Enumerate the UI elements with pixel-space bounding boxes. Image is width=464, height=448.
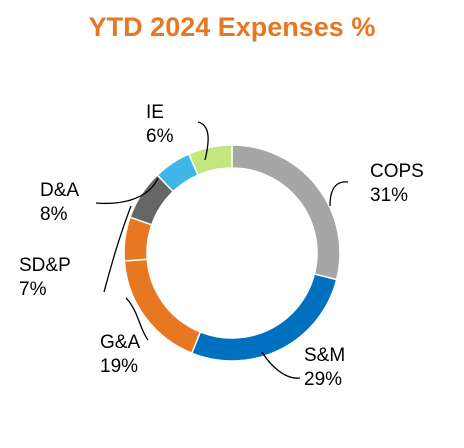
slice-label-sd-p: SD&P xyxy=(19,255,71,276)
leader-line-sd-p xyxy=(103,205,132,293)
slice-cops xyxy=(231,144,341,281)
slice-value-g-a: 19% xyxy=(100,356,138,377)
slice-label-ie: IE xyxy=(146,102,164,123)
slice-value-sd-p: 7% xyxy=(19,279,47,300)
slice-label-d-a: D&A xyxy=(40,180,79,201)
leader-line-cops xyxy=(329,181,349,207)
chart-title: YTD 2024 Expenses % xyxy=(88,12,376,42)
slice-value-s-m: 29% xyxy=(304,369,342,390)
leader-line-g-a xyxy=(125,297,149,341)
slice-label-cops: COPS xyxy=(370,161,424,182)
slice-unlabeled xyxy=(187,144,233,177)
leader-line-s-m xyxy=(261,351,301,379)
leader-line-ie xyxy=(197,121,209,161)
slice-value-ie: 6% xyxy=(146,126,174,147)
leader-line-d-a xyxy=(95,177,159,205)
slice-value-cops: 31% xyxy=(370,185,408,206)
slice-value-d-a: 8% xyxy=(40,204,68,225)
slice-label-g-a: G&A xyxy=(100,332,140,353)
slice-label-s-m: S&M xyxy=(304,345,345,366)
